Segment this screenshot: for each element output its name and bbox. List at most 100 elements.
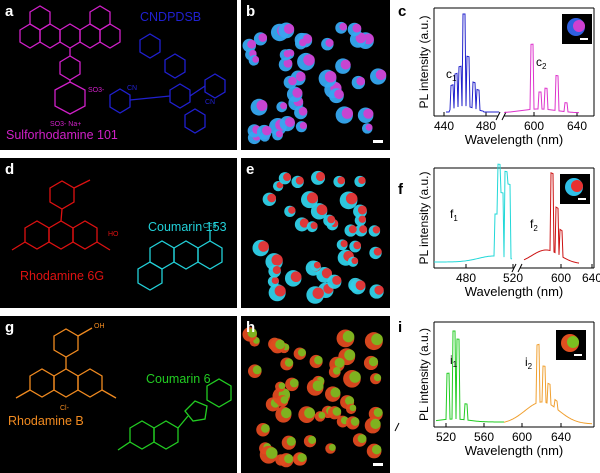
atom-cl: Cl- — [60, 405, 70, 412]
peak-label: i1 — [450, 353, 458, 369]
microsphere — [242, 38, 257, 53]
microsphere — [256, 423, 270, 437]
microsphere — [309, 354, 323, 369]
microsphere — [295, 37, 307, 50]
panel-c-spectrum: c 440 480 600 640 Wavelength (nm) PL intensit… — [394, 0, 600, 158]
panel-a-structures: a SO3- SO3- Na+ CN CN S — [0, 0, 237, 150]
label-coumarin-153: Coumarin 153 — [148, 220, 227, 234]
microsphere — [368, 225, 381, 237]
microsphere — [279, 115, 295, 132]
panel-label-c: c — [398, 3, 407, 20]
microsphere — [294, 106, 308, 120]
panel-label-i: i — [398, 319, 403, 336]
microsphere — [352, 433, 367, 447]
microsphere — [303, 435, 317, 448]
micrograph-e — [252, 170, 384, 304]
atom-cn-2: CN — [205, 99, 215, 106]
microsphere — [349, 240, 362, 253]
microsphere — [276, 395, 289, 407]
microsphere — [248, 364, 262, 378]
microsphere — [278, 172, 292, 185]
y-axis-label: PL intensity (a.u.) — [417, 172, 431, 265]
series-line — [523, 172, 580, 264]
microsphere — [347, 22, 362, 37]
microsphere — [369, 284, 384, 299]
micrograph-b — [242, 21, 387, 145]
atom-so3-na: SO3- Na+ — [50, 121, 81, 128]
scale-bar-b — [373, 140, 383, 143]
microsphere — [370, 373, 382, 385]
y-axis-label: PL intensity (a.u.) — [417, 328, 431, 421]
microsphere — [250, 98, 268, 116]
microsphere — [335, 21, 348, 34]
panel-label-a: a — [5, 3, 14, 20]
tick-label: 560 — [474, 430, 494, 444]
microsphere — [328, 366, 341, 378]
microsphere — [361, 123, 373, 134]
panel-d-structures: d HO CF3 Rhodamine 6G Coumarin 153 — [0, 158, 237, 308]
microsphere — [256, 124, 272, 140]
scale-bar-h — [373, 463, 383, 466]
microsphere — [248, 55, 260, 66]
atom-cf3: CF3 — [203, 223, 216, 230]
microsphere — [270, 338, 285, 354]
inset-scale-bar — [578, 198, 586, 200]
atom-cn-1: CN — [127, 85, 137, 92]
microsphere — [351, 75, 366, 90]
microsphere — [346, 416, 360, 430]
microsphere — [325, 386, 341, 402]
atom-oh: OH — [94, 323, 105, 330]
microsphere — [335, 106, 353, 124]
inset-scale-bar — [574, 354, 582, 356]
microsphere — [310, 260, 321, 272]
microsphere — [294, 217, 309, 232]
microsphere — [275, 406, 292, 423]
axes — [433, 7, 595, 121]
panel-e-micrograph: e — [241, 158, 390, 308]
microsphere — [335, 58, 351, 74]
microsphere — [242, 327, 257, 342]
y-axis-label: PL intensity (a.u.) — [417, 16, 431, 109]
tick-label: 440 — [434, 119, 454, 133]
tick-label: 600 — [524, 119, 544, 133]
peak-label: f1 — [450, 207, 458, 223]
structure-sulforhodamine-101: SO3- SO3- Na+ CN CN — [19, 5, 226, 134]
structure-rhodamine-6g: HO CF3 — [11, 179, 223, 291]
label-coumarin-6: Coumarin 6 — [146, 372, 211, 386]
peak-label: c1 — [446, 67, 457, 83]
atom-so3-top: SO3- — [88, 87, 105, 94]
label-rhodamine-b: Rhodamine B — [8, 414, 84, 428]
tick-label: 640 — [551, 430, 571, 444]
microsphere — [345, 403, 357, 415]
microsphere — [280, 357, 294, 371]
microsphere — [333, 175, 346, 188]
microsphere — [286, 86, 303, 103]
x-axis-label: Wavelength (nm) — [465, 284, 564, 299]
microsphere — [278, 22, 295, 39]
inset-micrograph — [560, 174, 590, 204]
microsphere — [272, 129, 283, 141]
microsphere — [311, 170, 326, 185]
microsphere — [370, 68, 387, 85]
microsphere — [297, 52, 315, 71]
microsphere — [339, 191, 358, 210]
peak-label: i2 — [525, 355, 533, 371]
label-cndpdsb: CNDPDSB — [140, 10, 202, 24]
microsphere — [306, 379, 324, 396]
microsphere — [276, 101, 288, 113]
microsphere — [347, 256, 359, 267]
panel-label-d: d — [5, 161, 15, 178]
microsphere — [283, 75, 297, 89]
microsphere — [354, 214, 366, 227]
microsphere — [314, 411, 326, 422]
microsphere — [325, 443, 336, 454]
microsphere — [364, 332, 383, 351]
microsphere — [363, 355, 379, 371]
inset-micrograph — [556, 330, 586, 360]
microsphere — [298, 406, 316, 423]
microsphere — [281, 435, 296, 450]
microsphere — [291, 175, 304, 189]
x-axis-label: Wavelength (nm) — [465, 443, 564, 458]
